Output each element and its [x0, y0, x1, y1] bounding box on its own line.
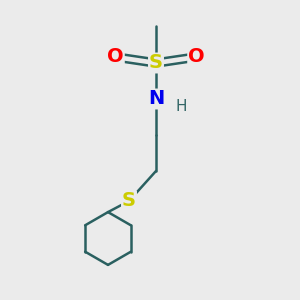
- Text: H: H: [176, 99, 187, 114]
- Text: S: S: [122, 191, 136, 211]
- Text: O: O: [107, 47, 124, 67]
- Text: N: N: [148, 89, 164, 109]
- Text: S: S: [149, 53, 163, 73]
- Text: O: O: [188, 47, 205, 67]
